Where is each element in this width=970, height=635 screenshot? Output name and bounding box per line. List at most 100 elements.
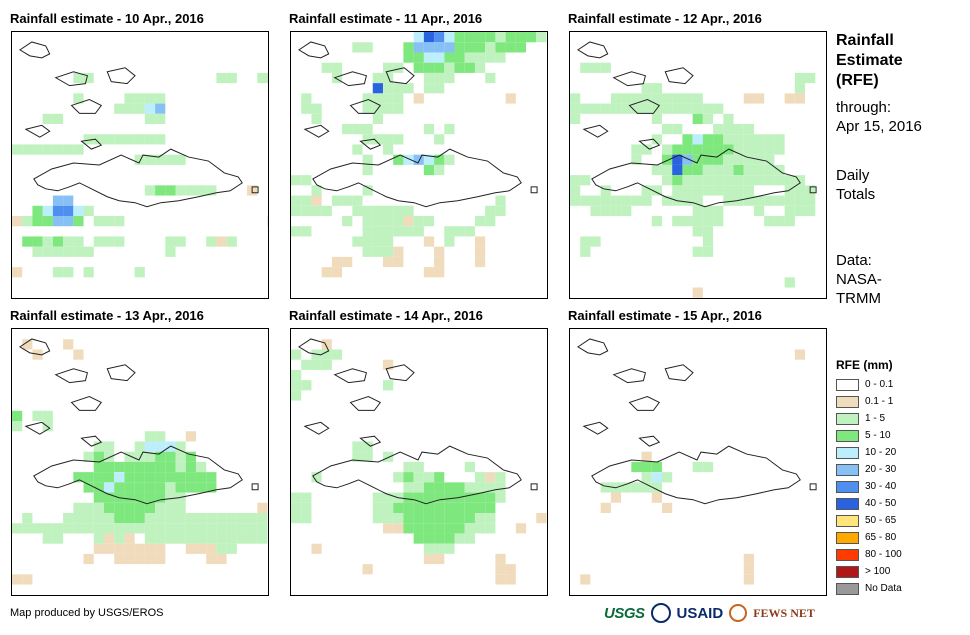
rainfall-cell — [423, 236, 435, 247]
rainfall-cell — [185, 431, 196, 442]
rainfall-cell — [661, 195, 673, 206]
rainfall-cell — [413, 32, 424, 43]
rainfall-cell — [372, 513, 383, 524]
rainfall-cell — [393, 502, 404, 514]
rainfall-cell — [464, 62, 475, 73]
rainfall-cell — [144, 113, 156, 125]
rainfall-cell — [42, 246, 53, 257]
rainfall-cell — [702, 216, 714, 227]
rainfall-cell — [794, 83, 806, 94]
rainfall-cell — [413, 492, 424, 503]
rainfall-cell — [444, 502, 455, 514]
rainfall-map-apr12 — [570, 41, 817, 298]
rainfall-cell — [155, 482, 166, 493]
rainfall-cell — [682, 144, 693, 155]
rainfall-cell — [692, 216, 703, 227]
rainfall-cell — [236, 513, 248, 524]
rainfall-cell — [743, 195, 754, 206]
rainfall-cell — [672, 216, 683, 227]
rainfall-cell — [672, 93, 683, 104]
legend-label: 30 - 40 — [865, 481, 897, 492]
rainfall-cell — [423, 216, 435, 227]
coastline — [70, 395, 103, 411]
rainfall-cell — [651, 164, 662, 176]
rainfall-cell — [641, 461, 652, 473]
rainfall-cell — [22, 513, 33, 524]
rainfall-cell — [621, 93, 632, 104]
rainfall-cell — [723, 164, 734, 176]
rainfall-cell — [474, 482, 486, 493]
rainfall-cell — [236, 533, 248, 544]
rainfall-cell — [155, 492, 166, 503]
rainfall-cell — [93, 513, 104, 524]
rainfall-cell — [301, 380, 312, 391]
rainfall-cell — [257, 72, 268, 84]
coastline — [312, 148, 522, 208]
rainfall-cell — [753, 164, 765, 176]
rainfall-cell — [382, 144, 394, 155]
rainfall-cell — [226, 543, 237, 554]
rainfall-cell — [372, 72, 383, 84]
rainfall-cell — [485, 42, 496, 53]
rainfall-cell — [600, 482, 611, 493]
rainfall-cell — [175, 185, 186, 196]
rainfall-cell — [155, 431, 166, 442]
product-title-line: Rainfall — [836, 32, 894, 49]
rainfall-cell — [321, 62, 332, 73]
rainfall-cell — [331, 195, 343, 206]
legend-label: 20 - 30 — [865, 464, 897, 475]
rainfall-cell — [590, 236, 601, 247]
rainfall-cell — [372, 226, 383, 237]
rainfall-cell — [485, 52, 496, 63]
rainfall-cell — [485, 513, 496, 524]
panel-title-apr11: Rainfall estimate - 11 Apr., 2016 — [289, 11, 483, 26]
legend: 0 - 0.1 0.1 - 1 1 - 5 5 - 10 10 - 20 20 - 30 3… — [836, 376, 902, 597]
rainfall-cell — [403, 83, 414, 94]
rainfall-cell — [444, 124, 455, 135]
rainfall-cell — [464, 492, 475, 503]
coastline — [577, 338, 609, 356]
rainfall-cell — [423, 124, 435, 135]
rainfall-cell — [301, 175, 312, 186]
rainfall-cell — [257, 523, 268, 534]
rainfall-cell — [165, 472, 176, 483]
rainfall-cell — [692, 93, 703, 104]
rainfall-cell — [753, 195, 765, 206]
rainfall-cell — [12, 523, 23, 534]
rainfall-cell — [444, 236, 455, 247]
rainfall-cell — [423, 164, 435, 176]
rainfall-cell — [423, 154, 435, 165]
rainfall-cell — [672, 124, 683, 135]
rainfall-cell — [393, 216, 404, 227]
product-title-line: (RFE) — [836, 72, 879, 89]
rainfall-cell — [362, 93, 373, 104]
rainfall-cell — [713, 144, 724, 155]
rainfall-cell — [515, 42, 527, 53]
rainfall-cell — [144, 103, 156, 114]
rainfall-cell — [444, 154, 455, 165]
rainfall-cell — [372, 216, 383, 227]
rainfall-cell — [774, 216, 785, 227]
rainfall-cell — [382, 134, 394, 145]
panel-title-apr14: Rainfall estimate - 14 Apr., 2016 — [289, 308, 483, 323]
rainfall-cell — [103, 513, 115, 524]
rainfall-cell — [464, 523, 475, 534]
rainfall-cell — [434, 154, 445, 165]
rainfall-cell — [52, 216, 64, 227]
rainfall-cell — [764, 195, 775, 206]
coastline — [106, 67, 136, 85]
rainfall-cell — [474, 236, 486, 247]
rainfall-cell — [641, 472, 652, 483]
rainfall-cell — [794, 72, 806, 84]
rainfall-cell — [692, 134, 703, 145]
legend-item: 5 - 10 — [836, 427, 902, 444]
rainfall-cell — [134, 103, 145, 114]
rainfall-cell — [83, 482, 94, 493]
rainfall-cell — [423, 83, 435, 94]
rainfall-cell — [165, 461, 176, 473]
rainfall-cell — [301, 492, 312, 503]
rainfall-cell — [702, 154, 714, 165]
coastline — [612, 368, 647, 384]
rainfall-cell — [291, 390, 302, 401]
rainfall-cell — [144, 513, 156, 524]
